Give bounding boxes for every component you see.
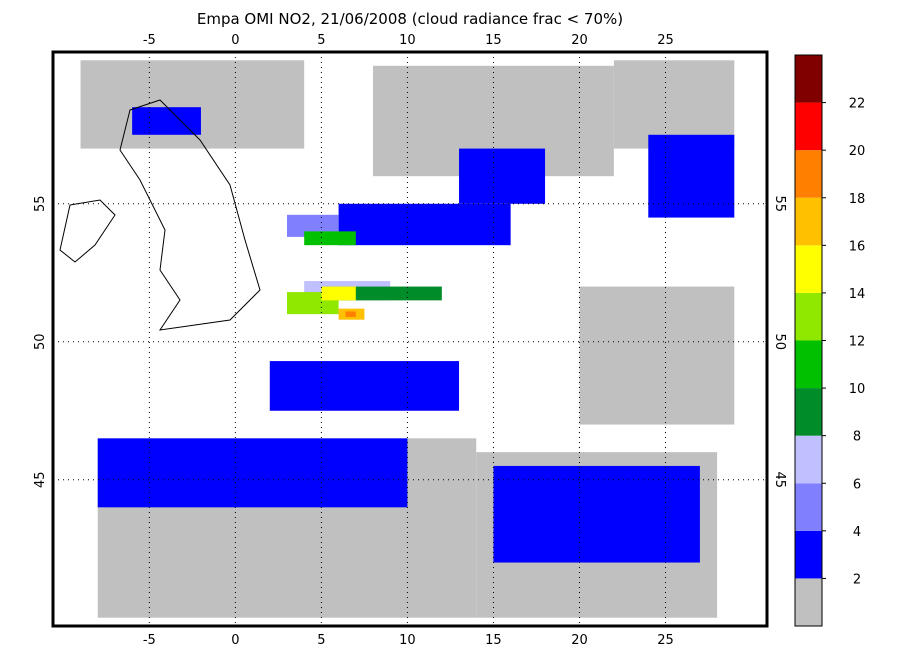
no2-cell — [304, 231, 356, 246]
no2-cell — [493, 465, 700, 563]
lon-tick-label: 15 — [485, 633, 502, 648]
no2-cell — [613, 60, 735, 149]
colorbar-segment — [795, 245, 822, 293]
lon-tick-label: 20 — [571, 633, 588, 648]
colorbar-tick-label: 22 — [849, 97, 866, 112]
no2-cell — [321, 286, 356, 301]
colorbar-tick-label: 4 — [853, 525, 861, 540]
no2-cell — [80, 60, 305, 149]
colorbar-segment — [795, 292, 822, 341]
lat-tick-label: 45 — [33, 471, 48, 488]
colorbar-segment — [795, 340, 822, 389]
lon-tick-label: 0 — [231, 33, 239, 48]
lon-tick-label: 10 — [399, 33, 416, 48]
lon-tick-label: 5 — [317, 633, 325, 648]
no2-cell — [579, 286, 735, 425]
colorbar-tick-label: 8 — [853, 430, 861, 445]
map-frame — [51, 50, 769, 628]
title: Empa OMI NO2, 21/06/2008 (cloud radiance… — [197, 10, 623, 28]
colorbar-tick-label: 10 — [849, 382, 866, 397]
lon-tick-label: 15 — [485, 33, 502, 48]
lat-tick-label: 45 — [772, 471, 787, 488]
no2-cell — [338, 203, 511, 246]
colorbar-tick-label: 2 — [853, 572, 861, 587]
lon-tick-label: 0 — [231, 633, 239, 648]
colorbar-tick-label: 16 — [849, 239, 866, 254]
colorbar-segment — [795, 197, 822, 246]
lon-tick-label: 25 — [657, 633, 674, 648]
colorbar-tick-label: 20 — [849, 144, 866, 159]
no2-cell — [269, 361, 460, 411]
colorbar-tick-label: 12 — [849, 335, 866, 350]
lat-tick-label: 50 — [772, 333, 787, 350]
colorbar-segment — [795, 55, 822, 103]
colorbar-segment — [795, 388, 822, 436]
colorbar-segment — [795, 530, 822, 579]
colorbar-segment — [795, 483, 822, 531]
colorbar-segment — [795, 150, 822, 198]
colorbar-segment — [795, 578, 822, 626]
coastline — [59, 99, 261, 331]
no2-cell — [345, 311, 356, 317]
lon-tick-label: 20 — [571, 33, 588, 48]
lat-tick-label: 55 — [772, 196, 787, 213]
lon-tick-label: 5 — [317, 33, 325, 48]
colorbar-segment — [795, 435, 822, 484]
colorbar-tick-label: 14 — [849, 287, 866, 302]
lon-tick-label: 25 — [657, 33, 674, 48]
colorbar-segment — [795, 102, 822, 151]
lon-tick-label: 10 — [399, 633, 416, 648]
lat-tick-label: 55 — [33, 196, 48, 213]
lat-tick-label: 50 — [33, 333, 48, 350]
no2-cell — [97, 438, 408, 508]
no2-cell — [459, 148, 546, 204]
colorbar-tick-label: 6 — [853, 477, 861, 492]
no2-cell — [648, 134, 735, 218]
lon-tick-label: -5 — [143, 33, 156, 48]
lon-tick-label: -5 — [143, 633, 156, 648]
colorbar-tick-label: 18 — [849, 192, 866, 207]
